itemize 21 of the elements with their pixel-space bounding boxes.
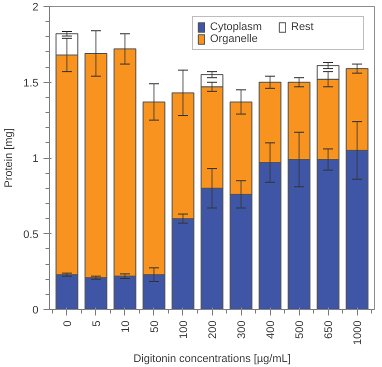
y-tick-label: 0.5 [23,228,39,241]
y-tick-label: 1 [32,153,39,165]
x-axis-title: Digitonin concentrations [µg/mL] [133,352,291,365]
y-tick-label: 2 [32,2,39,14]
x-tick-label: 0 [62,320,74,327]
x-tick-label: 500 [294,320,306,339]
x-tick-label: 5 [90,320,103,327]
legend-label: Rest [291,21,315,33]
x-tick-label: 1000 [352,320,364,345]
y-tick-label: 1.5 [23,77,39,90]
y-axis-title: Protein [mg] [3,128,16,188]
legend-label: Cytoplasm [210,21,263,33]
x-tick-label: 50 [148,320,161,333]
x-tick-label: 400 [265,320,278,339]
x-tick-label: 650 [323,320,336,339]
x-tick-label: 10 [120,320,132,333]
x-tick-label: 300 [236,320,248,339]
x-tick-label: 200 [207,320,219,339]
y-tick-label: 0 [32,304,39,316]
x-tick-label: 100 [178,320,190,339]
legend-label: Organelle [210,33,259,45]
